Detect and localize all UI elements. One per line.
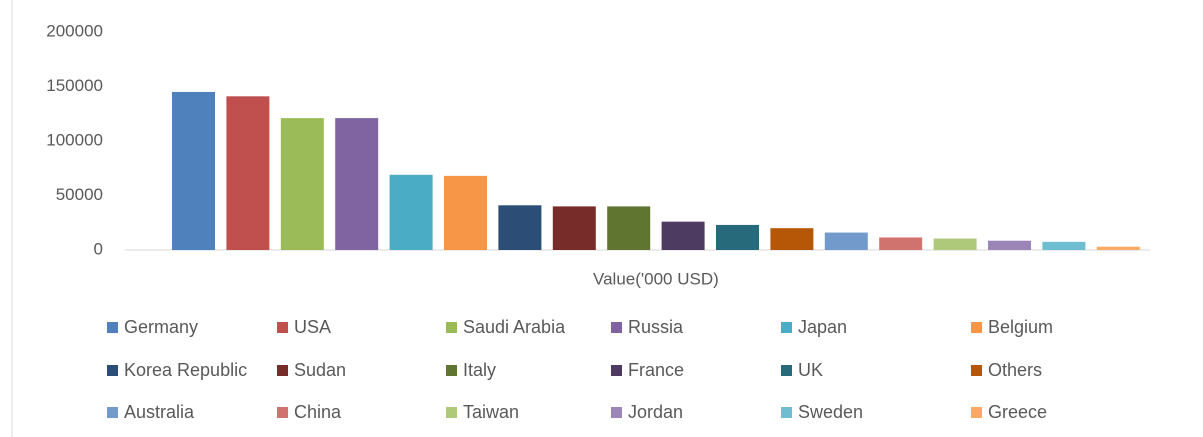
legend-label: Others (988, 360, 1042, 380)
bar (716, 224, 759, 250)
legend-label: Korea Republic (124, 360, 247, 380)
bar (770, 228, 814, 250)
legend-swatch (277, 322, 288, 333)
y-tick-label: 150000 (46, 76, 103, 95)
legend-swatch (611, 322, 622, 333)
bar (444, 175, 487, 250)
legend-swatch (277, 365, 288, 376)
bar (988, 240, 1031, 250)
legend-label: France (628, 360, 684, 380)
legend-label: China (294, 402, 342, 422)
legend-label: Greece (988, 402, 1047, 422)
legend-swatch (971, 407, 982, 418)
legend-swatch (781, 322, 792, 333)
y-tick-label: 100000 (46, 130, 103, 149)
legend-label: Italy (463, 360, 496, 380)
y-tick-label: 0 (94, 239, 103, 258)
legend-swatch (107, 365, 118, 376)
legend-label: UK (798, 360, 823, 380)
legend-label: Japan (798, 317, 847, 337)
legend-swatch (277, 407, 288, 418)
legend-label: Australia (124, 402, 195, 422)
y-tick-label: 50000 (56, 185, 103, 204)
bar (552, 206, 596, 250)
legend-swatch (611, 407, 622, 418)
bar (824, 232, 868, 250)
bar (607, 206, 651, 250)
bar (1096, 246, 1140, 250)
bar (498, 205, 542, 250)
bar (389, 174, 433, 250)
legend-swatch (446, 407, 457, 418)
bar (933, 238, 977, 250)
legend-label: USA (294, 317, 331, 337)
bar (226, 96, 270, 250)
legend-label: Russia (628, 317, 684, 337)
bar (879, 237, 923, 250)
legend-label: Taiwan (463, 402, 519, 422)
x-tick-label: Value('000 USD) (593, 269, 719, 288)
bar (172, 91, 215, 250)
legend-swatch (107, 322, 118, 333)
legend-label: Sudan (294, 360, 346, 380)
bar (1042, 241, 1086, 250)
legend-swatch (611, 365, 622, 376)
legend-swatch (781, 407, 792, 418)
legend-label: Sweden (798, 402, 863, 422)
legend-swatch (446, 322, 457, 333)
legend-swatch (971, 365, 982, 376)
legend-label: Germany (124, 317, 198, 337)
legend-swatch (107, 407, 118, 418)
bar (661, 221, 705, 250)
bar (280, 118, 324, 250)
legend-label: Saudi Arabia (463, 317, 566, 337)
legend-swatch (446, 365, 457, 376)
y-tick-label: 200000 (46, 21, 103, 40)
legend-label: Belgium (988, 317, 1053, 337)
bar (335, 118, 379, 250)
legend-label: Jordan (628, 402, 683, 422)
legend-swatch (781, 365, 792, 376)
legend-swatch (971, 322, 982, 333)
